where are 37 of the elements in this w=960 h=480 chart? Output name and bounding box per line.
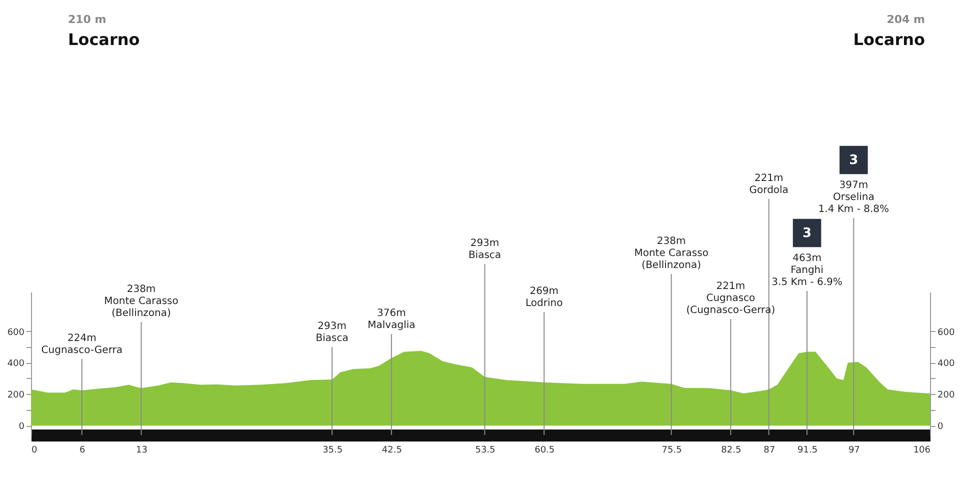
x-tick-label: 60.5 (534, 446, 555, 456)
x-tick-label: 13 (136, 446, 148, 456)
x-tick-label: 35.5 (322, 446, 343, 456)
y2-tick-label: 0 (938, 422, 944, 432)
y-tick-label: 600 (7, 328, 25, 338)
ref-line-label: 376m Malvaglia (368, 308, 416, 331)
x-tick-label: 82.5 (721, 446, 742, 456)
x-tick-label: 91.5 (798, 446, 818, 456)
y2-tick-label: 600 (938, 328, 955, 338)
x-tick-label: 75.5 (662, 446, 682, 456)
x-tick-label: 97 (848, 446, 860, 456)
x-tick-label: 42.5 (382, 446, 402, 456)
ref-line-label: 224m Cugnasco-Gerra (41, 333, 122, 356)
ref-line-label: 463m Fanghi 3.5 Km - 6.9% (772, 253, 842, 288)
ref-line-label: 269m Lodrino (526, 286, 563, 309)
ref-line-label: 293m Biasca (468, 238, 502, 261)
text: Locarno (853, 30, 925, 49)
y-tick-label: 400 (7, 359, 25, 370)
x-tick-label: 87 (764, 446, 776, 456)
ref-line-label: 397m Orselina 1.4 Km - 8.8% (818, 180, 890, 215)
y2-tick-label: 200 (938, 390, 955, 401)
text: 3 (802, 226, 812, 241)
x-tick-label: 106 (913, 446, 931, 456)
y-tick-label: 200 (7, 390, 25, 401)
x-tick-label: 53.5 (475, 446, 496, 456)
x-tick-label: 0 (32, 446, 38, 456)
text: 210 m (68, 13, 106, 26)
y-tick-label: 0 (18, 422, 25, 432)
text: Locarno (68, 30, 140, 49)
text: 3 (849, 153, 858, 168)
ref-line-label: 238m Monte Carasso (Bellinzona) (104, 284, 178, 319)
y2-tick-label: 400 (938, 359, 955, 370)
ref-line-label: 221m Gordola (749, 173, 788, 196)
text: 204 m (886, 13, 925, 26)
ref-line-label: 238m Monte Carasso (Bellinzona) (634, 236, 708, 271)
x-tick-label: 6 (80, 446, 86, 456)
ref-line-label: 293m Biasca (316, 321, 348, 344)
